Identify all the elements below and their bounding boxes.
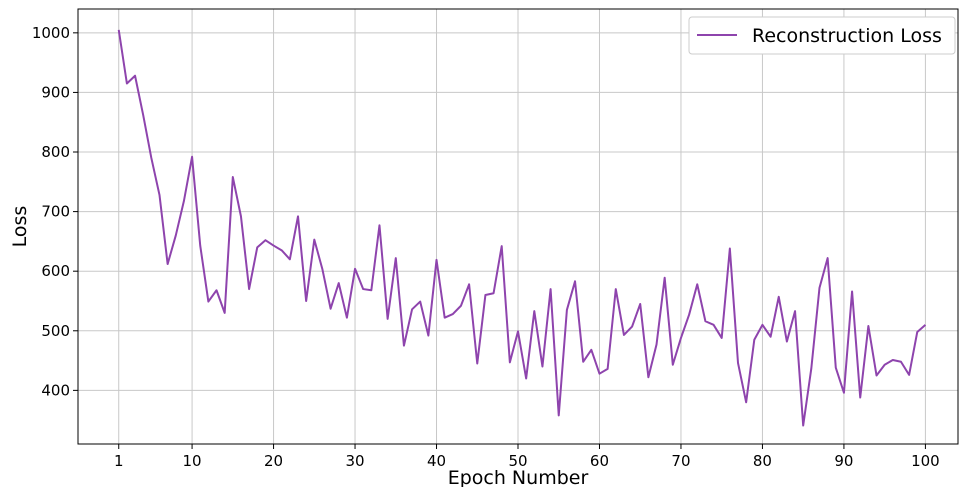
legend-box (688, 16, 956, 55)
x-tick-label: 80 (753, 452, 772, 470)
y-tick-label: 500 (41, 322, 70, 340)
x-tick-label: 30 (345, 452, 364, 470)
y-tick-label: 900 (41, 83, 70, 101)
x-tick-label: 10 (183, 452, 202, 470)
y-axis-label: Loss (9, 206, 31, 248)
y-tick-label: 400 (41, 381, 70, 399)
x-tick-label: 60 (590, 452, 609, 470)
x-tick-label: 50 (508, 452, 527, 470)
grid-lines (78, 9, 958, 444)
x-axis-ticks: 1 10 20 30 40 50 60 70 80 90 100 (114, 444, 940, 470)
legend-label: Reconstruction Loss (752, 25, 942, 47)
x-tick-label: 100 (911, 452, 940, 470)
y-tick-label: 1000 (32, 24, 70, 42)
x-tick-label: 90 (834, 452, 853, 470)
x-tick-label: 70 (671, 452, 690, 470)
series-line-reconstruction-loss (117, 29, 927, 427)
x-tick-label: 1 (114, 452, 124, 470)
x-tick-label: 20 (264, 452, 283, 470)
x-axis-label: Epoch Number (448, 467, 589, 487)
y-tick-label: 700 (41, 203, 70, 221)
x-tick-label: 40 (427, 452, 446, 470)
y-tick-label: 600 (41, 262, 70, 280)
legend: Reconstruction Loss (688, 16, 956, 55)
y-axis-ticks: 400 500 600 700 800 900 1000 (32, 24, 78, 399)
y-tick-label: 800 (41, 143, 70, 161)
